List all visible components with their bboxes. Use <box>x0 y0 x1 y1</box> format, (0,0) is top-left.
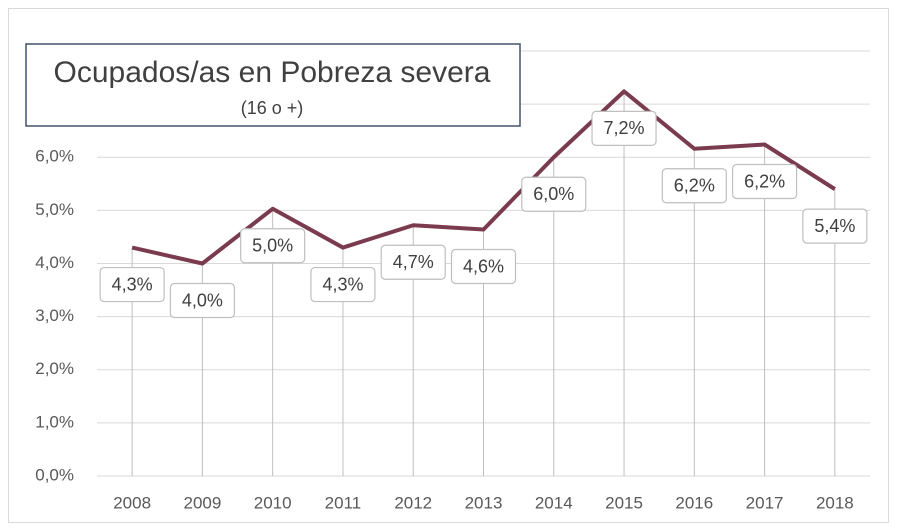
data-label-box <box>380 244 446 280</box>
data-label: 7,2% <box>604 118 645 138</box>
data-label-box <box>802 208 868 244</box>
x-tick-label: 2010 <box>254 493 292 512</box>
data-label: 6,2% <box>674 176 715 196</box>
x-tick-label: 2017 <box>746 493 784 512</box>
data-label-box <box>240 228 306 264</box>
title-box <box>25 43 521 127</box>
x-tick-label: 2011 <box>325 493 362 512</box>
y-tick-label: 5,0% <box>35 200 74 219</box>
x-tick-label: 2013 <box>465 493 503 512</box>
x-tick-label: 2016 <box>675 493 713 512</box>
y-tick-label: 2,0% <box>35 359 74 378</box>
y-tick-label: 0,0% <box>35 465 74 484</box>
data-label: 5,0% <box>252 236 293 256</box>
x-tick-label: 2014 <box>535 493 573 512</box>
data-label-box <box>450 248 517 285</box>
x-tick-label: 2012 <box>394 493 432 512</box>
data-label: 5,4% <box>814 216 855 236</box>
data-label-box <box>310 266 376 303</box>
x-tick-label: 2008 <box>113 493 151 512</box>
data-label: 4,6% <box>463 256 504 276</box>
data-label-box <box>99 266 165 303</box>
data-label-box <box>731 163 798 200</box>
series-line <box>131 89 836 266</box>
y-tick-label: 3,0% <box>35 306 74 325</box>
data-label-box <box>661 168 727 204</box>
x-tick-label: 2015 <box>605 493 643 512</box>
data-label: 6,0% <box>533 184 574 204</box>
y-tick-label: 1,0% <box>35 412 74 431</box>
x-tick-label: 2009 <box>183 493 221 512</box>
chart-title: Ocupados/as en Pobreza severa <box>54 56 491 89</box>
data-label: 4,7% <box>393 252 434 272</box>
data-label-box <box>169 282 236 319</box>
chart-subtitle: (16 o +) <box>241 98 304 118</box>
y-tick-label: 4,0% <box>35 253 74 272</box>
data-label: 6,2% <box>744 171 785 191</box>
data-label: 4,3% <box>322 274 363 294</box>
plot: 0,0%1,0%2,0%3,0%4,0%5,0%6,0%7,0%8,0%2008… <box>35 40 870 512</box>
y-tick-label: 6,0% <box>35 147 74 166</box>
data-label: 4,0% <box>182 290 223 310</box>
data-label-box <box>521 176 587 212</box>
data-label: 4,3% <box>112 274 153 294</box>
data-label-box <box>591 110 657 146</box>
x-tick-label: 2018 <box>816 493 854 512</box>
